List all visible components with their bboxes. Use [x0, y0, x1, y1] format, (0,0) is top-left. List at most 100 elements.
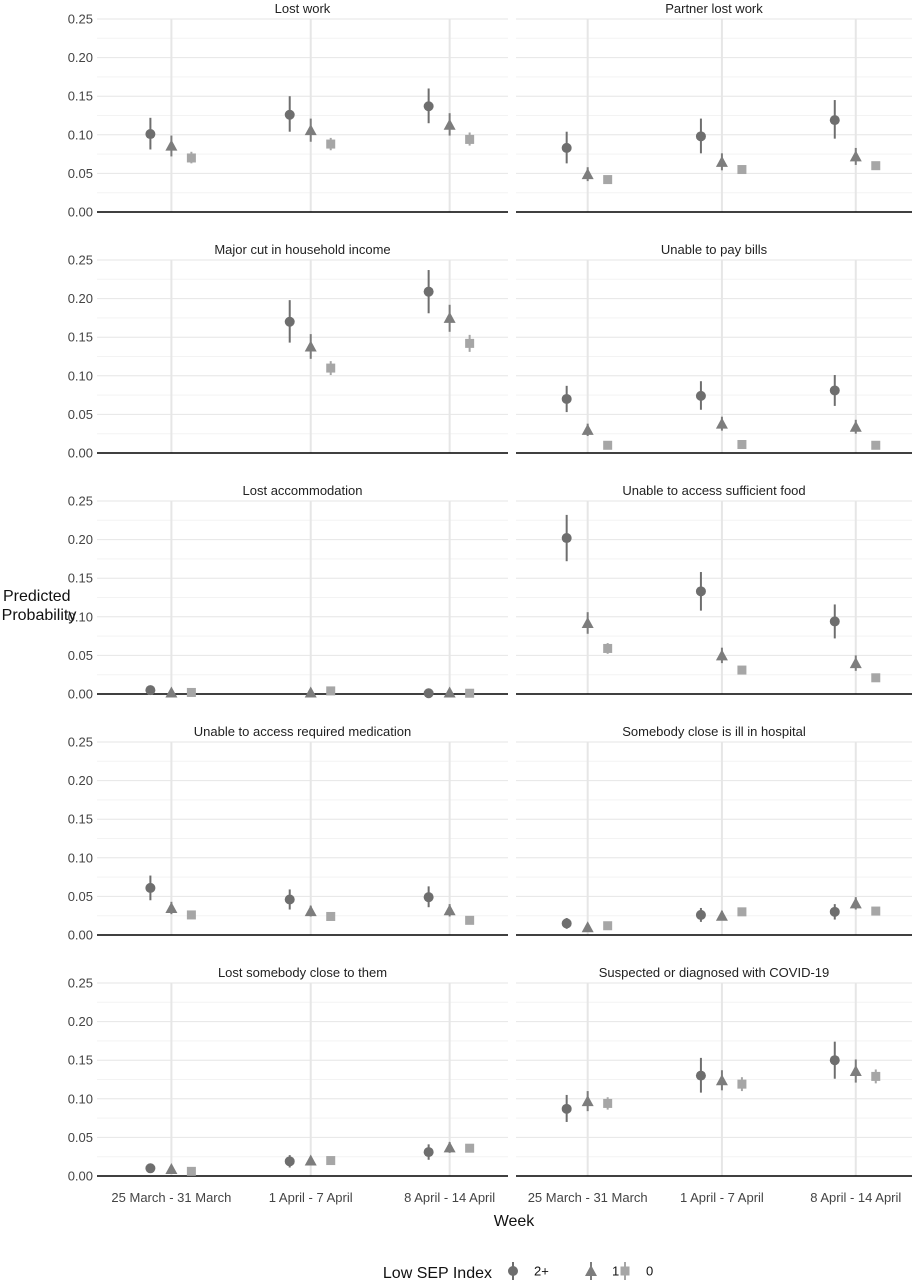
data-point: [737, 440, 747, 450]
panel-title: Partner lost work: [665, 1, 763, 16]
panel: Major cut in household income 0.00 0.05 0.1…: [68, 242, 508, 461]
data-point: [561, 918, 572, 929]
data-point: [581, 168, 594, 180]
y-axis-title-line-1: Predicted: [3, 588, 71, 605]
panel: Unable to access sufficient food: [516, 483, 912, 695]
data-point: [465, 688, 475, 698]
legend-key-marker: [620, 1266, 630, 1276]
data-point: [186, 153, 196, 163]
data-point: [737, 907, 747, 917]
panel-title: Major cut in household income: [214, 242, 390, 257]
x-tick-label: 25 March - 31 March: [528, 1190, 648, 1205]
data-point: [284, 894, 295, 905]
y-tick-label: 0.15: [68, 330, 93, 345]
data-point: [186, 687, 196, 697]
y-tick-label: 0.05: [68, 1130, 93, 1145]
data-point: [715, 649, 728, 661]
x-tick-label: 8 April - 14 April: [810, 1190, 901, 1205]
y-tick-label: 0.15: [68, 1053, 93, 1068]
x-tick-label: 1 April - 7 April: [269, 1190, 353, 1205]
data-point: [326, 686, 336, 696]
data-point: [443, 1141, 456, 1153]
y-tick-label: 0.00: [68, 205, 93, 220]
data-point: [871, 440, 881, 450]
data-point: [145, 882, 156, 893]
panel: Lost work 0.00 0.05 0.10 0.15 0.20 0.25: [68, 1, 508, 220]
data-point: [165, 139, 178, 151]
y-tick-label: 0.10: [68, 1091, 93, 1106]
panel: Partner lost work: [516, 1, 912, 213]
legend-key-marker: [585, 1265, 597, 1276]
data-point: [871, 161, 881, 171]
y-tick-label: 0.20: [68, 50, 93, 65]
data-point: [695, 390, 706, 401]
data-point: [165, 901, 178, 913]
data-point: [465, 915, 475, 925]
panel-title: Unable to pay bills: [661, 242, 768, 257]
data-point: [165, 686, 178, 698]
panel-title: Unable to access sufficient food: [622, 483, 805, 498]
data-point: [443, 904, 456, 916]
x-axis-title: Week: [494, 1213, 536, 1230]
data-point: [443, 311, 456, 323]
data-point: [304, 905, 317, 917]
data-point: [581, 616, 594, 628]
y-tick-label: 0.25: [68, 12, 93, 27]
data-point: [871, 906, 881, 916]
y-tick-label: 0.10: [68, 609, 93, 624]
data-point: [695, 586, 706, 597]
y-tick-label: 0.20: [68, 291, 93, 306]
data-point: [849, 420, 862, 432]
legend-entry-label: 0: [646, 1264, 653, 1279]
data-point: [423, 892, 434, 903]
panel-title: Somebody close is ill in hospital: [622, 724, 806, 739]
data-point: [581, 921, 594, 933]
data-point: [581, 1095, 594, 1107]
data-point: [603, 440, 613, 450]
y-tick-label: 0.25: [68, 253, 93, 268]
data-point: [581, 423, 594, 435]
data-point: [304, 340, 317, 352]
data-point: [849, 1065, 862, 1077]
data-point: [561, 1103, 572, 1114]
data-point: [326, 911, 336, 921]
data-point: [603, 175, 613, 185]
y-tick-label: 0.25: [68, 976, 93, 991]
y-tick-label: 0.00: [68, 446, 93, 461]
y-tick-label: 0.05: [68, 407, 93, 422]
data-point: [715, 909, 728, 921]
data-point: [465, 1143, 475, 1153]
panel-title: Lost somebody close to them: [218, 965, 387, 980]
data-point: [284, 316, 295, 327]
data-point: [871, 1071, 881, 1081]
data-point: [561, 142, 572, 153]
y-tick-label: 0.00: [68, 1169, 93, 1184]
data-point: [186, 1166, 196, 1176]
data-point: [829, 385, 840, 396]
data-point: [829, 906, 840, 917]
data-point: [186, 910, 196, 920]
data-point: [423, 101, 434, 112]
data-point: [695, 1070, 706, 1081]
data-point: [284, 109, 295, 120]
legend-title: Low SEP Index: [383, 1265, 492, 1280]
panel: Unable to pay bills: [516, 242, 912, 454]
y-tick-label: 0.05: [68, 889, 93, 904]
data-point: [849, 897, 862, 909]
panel: Unable to access required medication 0.00…: [68, 724, 508, 943]
y-tick-label: 0.05: [68, 648, 93, 663]
data-point: [603, 1098, 613, 1108]
panel-title: Lost accommodation: [243, 483, 363, 498]
data-point: [715, 1074, 728, 1086]
data-point: [603, 921, 613, 931]
data-point: [304, 124, 317, 136]
data-point: [715, 417, 728, 429]
y-axis-title: Predicted Probability: [2, 588, 77, 624]
data-point: [849, 150, 862, 162]
data-point: [145, 129, 156, 140]
panels-layer: Lost work 0.00 0.05 0.10 0.15 0.20 0.25 Partner…: [68, 1, 912, 1205]
data-point: [829, 1055, 840, 1066]
data-point: [326, 139, 336, 149]
y-tick-label: 0.20: [68, 532, 93, 547]
